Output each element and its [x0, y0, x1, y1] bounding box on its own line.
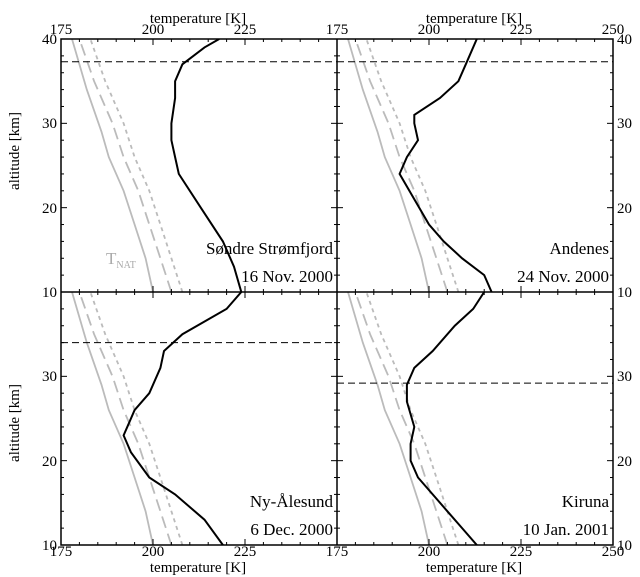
tick-labels-left: 10 20 30 40 10 20 30 — [42, 32, 57, 554]
nyalesund-date-label: 6 Dec. 2000 — [250, 520, 333, 539]
andenes-plot-area — [348, 39, 492, 292]
andenes-tice-dashed-line — [355, 39, 447, 292]
left-y-tick-label: 10 — [42, 538, 57, 554]
tick-labels-top: 175 200 225 175 200 225 250 — [50, 22, 625, 38]
bottom-right-axis-title: temperature [K] — [426, 560, 522, 576]
right-y-tick-label: 20 — [617, 454, 632, 470]
top-left-axis-title: temperature [K] — [150, 11, 246, 27]
bottom-x-tick-label: 200 — [418, 544, 441, 560]
tick-labels-right: 10 20 30 40 10 20 30 — [617, 32, 632, 554]
sondre-tice-dashed-line — [79, 39, 171, 292]
left-y-tick-label: 20 — [42, 454, 57, 470]
kiruna-station-label: Kiruna — [562, 492, 610, 511]
nyalesund-plot-area — [72, 292, 241, 545]
kiruna-date-label: 10 Jan. 2001 — [523, 520, 609, 539]
panel-sondre: Søndre Strømfjord 16 Nov. 2000 TNAT — [61, 39, 337, 292]
panel-kiruna: Kiruna 10 Jan. 2001 — [337, 292, 613, 545]
tick-labels-bottom: 175 200 225 175 200 225 250 — [50, 544, 625, 560]
andenes-date-label: 24 Nov. 2000 — [517, 267, 609, 286]
sondre-tsts-dotted-line — [90, 39, 182, 292]
right-y-tick-label: 10 — [617, 285, 632, 301]
bottom-left-axis-title: temperature [K] — [150, 560, 246, 576]
kiruna-tnat-line — [348, 292, 429, 545]
left-y-tick-label: 30 — [42, 369, 57, 385]
nyalesund-tsts-dotted-line — [90, 292, 182, 545]
andenes-station-label: Andenes — [550, 239, 609, 258]
tnat-subscript: NAT — [116, 260, 135, 271]
right-y-tick-label: 20 — [617, 201, 632, 217]
top-y-axis-title: altitude [km] — [7, 112, 23, 190]
top-x-tick-label: 200 — [418, 22, 441, 38]
nyalesund-temperature-profile — [124, 292, 242, 545]
top-x-tick-label: 225 — [510, 22, 533, 38]
right-y-tick-label: 40 — [617, 32, 632, 48]
right-y-tick-label: 10 — [617, 538, 632, 554]
sondre-station-label: Søndre Strømfjord — [206, 239, 334, 258]
bottom-x-tick-label: 225 — [234, 544, 257, 560]
bottom-x-tick-label: 175 — [326, 544, 349, 560]
left-y-tick-label: 10 — [42, 285, 57, 301]
bottom-y-axis-title: altitude [km] — [7, 384, 23, 462]
right-y-tick-label: 30 — [617, 116, 632, 132]
sondre-date-label: 16 Nov. 2000 — [241, 267, 333, 286]
right-y-tick-label: 30 — [617, 369, 632, 385]
left-y-tick-label: 20 — [42, 201, 57, 217]
top-x-tick-label: 200 — [142, 22, 165, 38]
nyalesund-tice-dashed-line — [79, 292, 171, 545]
andenes-tsts-dotted-line — [366, 39, 458, 292]
bottom-x-tick-label: 225 — [510, 544, 533, 560]
bottom-x-tick-label: 200 — [142, 544, 165, 560]
top-right-axis-title: temperature [K] — [426, 11, 522, 27]
kiruna-plot-area — [348, 292, 484, 545]
top-x-tick-label: 225 — [234, 22, 257, 38]
tnat-label: TNAT — [106, 249, 136, 271]
kiruna-tice-dashed-line — [355, 292, 447, 545]
andenes-tnat-line — [348, 39, 429, 292]
top-x-tick-label: 175 — [326, 22, 349, 38]
left-y-tick-label: 40 — [42, 32, 57, 48]
nyalesund-tnat-line — [72, 292, 153, 545]
panel-nyalesund: Ny-Ålesund 6 Dec. 2000 — [61, 292, 337, 545]
left-y-tick-label: 30 — [42, 116, 57, 132]
panel-andenes: Andenes 24 Nov. 2000 — [337, 39, 613, 292]
nyalesund-station-label: Ny-Ålesund — [250, 492, 334, 511]
